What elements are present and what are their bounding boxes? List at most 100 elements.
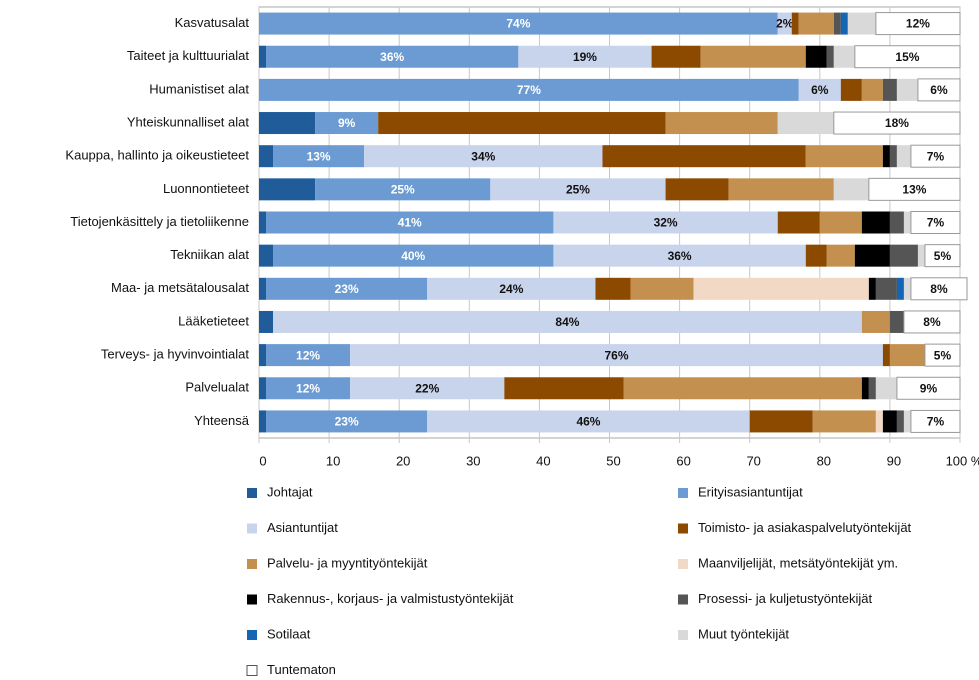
data-label: 74% — [506, 17, 530, 31]
data-label: 2% — [776, 17, 794, 31]
bar-segment — [490, 178, 666, 201]
bar-segment — [889, 244, 918, 267]
data-label: 12% — [906, 17, 930, 31]
bar-segment — [826, 45, 834, 68]
bar-segment — [266, 377, 351, 400]
legend-label: Muut työntekijät — [698, 626, 789, 641]
bar-segment — [833, 45, 855, 68]
data-label: 34% — [471, 149, 495, 163]
bar-segment — [798, 12, 834, 35]
x-tick-label: 70 — [746, 453, 760, 468]
bar-segment — [518, 45, 652, 68]
legend-label: Sotilaat — [267, 626, 311, 641]
bar-segment — [889, 145, 897, 168]
bar-segment — [861, 78, 883, 101]
legend-swatch — [678, 488, 688, 498]
bar-segment — [833, 178, 869, 201]
bar-segment — [924, 244, 961, 268]
bar-segment — [350, 377, 505, 400]
bar-segment — [903, 410, 911, 433]
y-tick-label: Tietojenkäsittely ja tietoliikenne — [70, 214, 249, 229]
data-label: 6% — [811, 83, 829, 97]
data-label: 6% — [930, 83, 948, 97]
bar-segment — [259, 410, 267, 433]
bar-segment — [266, 45, 519, 68]
data-label: 8% — [923, 315, 941, 329]
bar-segment — [875, 410, 883, 433]
bar-segment — [777, 211, 820, 234]
bar-segment — [273, 244, 554, 267]
bar-segment — [259, 178, 316, 201]
bar-segment — [861, 211, 890, 234]
bar-segment — [819, 211, 862, 234]
data-label: 13% — [307, 149, 331, 163]
data-label: 84% — [555, 315, 579, 329]
data-label: 7% — [927, 216, 945, 230]
bar-segment — [630, 277, 694, 300]
bar-segment — [259, 112, 316, 135]
bar-segment — [882, 145, 890, 168]
bar-segment — [910, 277, 968, 301]
legend-label: Tuntematon — [267, 662, 336, 677]
bar-segment — [602, 145, 806, 168]
bar-segment — [350, 344, 883, 367]
bar-segment — [910, 409, 961, 433]
bar-segment — [259, 244, 274, 267]
bar-segment — [273, 145, 365, 168]
bar-segment — [595, 277, 631, 300]
bar-segment — [364, 145, 603, 168]
bar-segment — [875, 12, 961, 36]
data-label: 23% — [335, 415, 359, 429]
bar-segment — [805, 145, 883, 168]
bar-segment — [259, 211, 267, 234]
bar-segment — [266, 410, 428, 433]
legend-swatch — [247, 630, 257, 640]
bar-segment — [798, 78, 841, 101]
legend-swatch — [678, 594, 688, 605]
bar-segment — [315, 178, 491, 201]
bar-segment — [889, 211, 904, 234]
legend-swatch — [678, 630, 688, 640]
x-tick-label: 90 — [887, 453, 901, 468]
y-tick-label: Taiteet ja kulttuurialat — [127, 48, 250, 63]
legend-swatch — [247, 594, 257, 605]
y-tick-label: Yhteensä — [194, 413, 250, 428]
legend-label: Rakennus-, korjaus- ja valmistustyönteki… — [267, 591, 514, 606]
data-label: 5% — [934, 249, 952, 263]
bar-segment — [910, 211, 961, 234]
data-label: 36% — [380, 50, 404, 64]
bar-segment — [651, 45, 701, 68]
bar-segment — [868, 177, 961, 201]
bar-segment — [259, 277, 267, 300]
bar-segment — [259, 78, 799, 101]
bar-segment — [875, 377, 897, 400]
bar-segment — [847, 12, 876, 35]
bar-segment — [693, 277, 869, 300]
bar-segment — [378, 112, 666, 135]
bar-segment — [266, 344, 351, 367]
x-tick-label: 0 — [259, 453, 266, 468]
bar-segment — [749, 410, 813, 433]
y-tick-label: Yhteiskunnalliset alat — [127, 114, 250, 129]
legend-label: Erityisasiantuntijat — [698, 484, 803, 499]
bar-segment — [840, 12, 848, 35]
y-tick-label: Luonnontieteet — [163, 181, 249, 196]
x-tick-label: 80 — [817, 453, 831, 468]
bar-segment — [315, 112, 379, 135]
x-tick-label: 60 — [676, 453, 690, 468]
data-label: 22% — [415, 381, 439, 395]
bar-segment — [833, 12, 841, 35]
legend-swatch — [247, 559, 257, 569]
bar-segment — [882, 344, 890, 367]
x-tick-label: 100 % — [946, 453, 979, 468]
bar-segment — [903, 277, 911, 300]
bar-segment — [882, 78, 897, 101]
data-label: 36% — [668, 249, 692, 263]
data-label: 12% — [296, 381, 320, 395]
y-tick-label: Kauppa, hallinto ja oikeustieteet — [65, 148, 249, 163]
bar-segment — [427, 277, 596, 300]
bar-segment — [259, 377, 267, 400]
bar-segment — [259, 45, 267, 68]
legend-swatch — [678, 559, 688, 569]
bar-segment — [889, 310, 904, 333]
